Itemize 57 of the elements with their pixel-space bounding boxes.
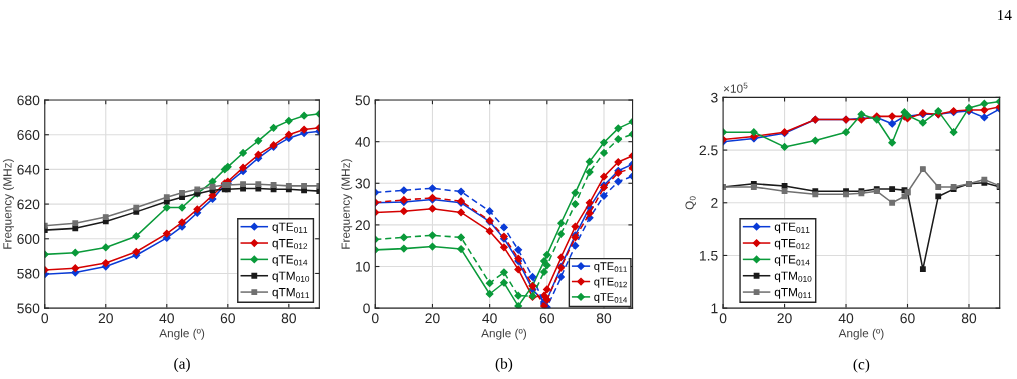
y-tick-label: 1 (711, 303, 718, 314)
x-tick-label: 0 (371, 313, 379, 324)
legend-label: qTM$_{010}$ (272, 271, 310, 283)
legend-label: qTE$_{011}$ (774, 222, 810, 234)
x-tick-label: 60 (539, 313, 554, 324)
x-tick-label: 20 (425, 313, 440, 324)
y-tick-label: 2.5 (699, 145, 718, 156)
x-tick-label: 40 (838, 313, 854, 324)
legend-label: qTE$_{012}$ (594, 277, 627, 288)
x-tick-label: 0 (719, 313, 727, 324)
text: (c) (853, 358, 870, 373)
y-tick-label: 30 (355, 178, 370, 189)
x-tick-label: 40 (482, 313, 497, 324)
y-tick-label: 0 (363, 303, 370, 314)
y-axis-title: Frequency (MHz) (341, 159, 353, 249)
y-tick-label: 580 (17, 268, 40, 279)
x-tick-label: 20 (777, 313, 792, 324)
x-tick-label: 80 (596, 313, 612, 324)
legend-label: qTE$_{012}$ (272, 239, 308, 250)
legend-label: qTM$_{011}$ (774, 288, 812, 299)
y-tick-label: 20 (355, 220, 370, 231)
legend-label: qTE$_{014}$ (594, 293, 628, 304)
y-tick-label: 50 (355, 95, 370, 106)
text: (b) (495, 358, 513, 372)
x-axis-title: Angle (º) (838, 328, 884, 340)
legend-label: qTE$_{012}$ (774, 239, 810, 250)
x-tick-label: 20 (98, 313, 113, 324)
y-tick-label: 2 (711, 198, 718, 208)
y-tick-label: 3 (711, 92, 718, 103)
y-tick-label: 680 (17, 95, 40, 106)
x-tick-label: 80 (961, 313, 977, 324)
x-tick-label: 60 (220, 313, 235, 324)
y-tick-label: 620 (17, 199, 40, 210)
y-tick-label: 660 (17, 130, 40, 140)
y-tick-label: 640 (17, 164, 40, 175)
y-tick-label: 600 (17, 234, 40, 244)
legend-label: qTM$_{011}$ (272, 288, 310, 299)
x-tick-label: 80 (281, 313, 297, 324)
legend-label: qTE$_{011}$ (272, 222, 308, 234)
x-tick-label: 0 (41, 313, 49, 324)
x-tick-label: 60 (900, 313, 915, 324)
x-axis-title: Angle (º) (159, 328, 205, 340)
text: ×10$^{5}$ (723, 82, 748, 93)
x-tick-label: 40 (159, 313, 174, 324)
y-tick-label: 40 (355, 137, 370, 147)
y-tick-label: 10 (356, 261, 370, 272)
y-tick-label: 1.5 (699, 250, 718, 261)
legend-label: qTM$_{010}$ (774, 271, 812, 283)
x-axis-title: Angle (º) (481, 328, 527, 340)
legend-label: qTE$_{011}$ (594, 262, 627, 273)
legend-label: qTE$_{014}$ (774, 255, 810, 266)
legend-label: qTE$_{014}$ (272, 255, 308, 266)
text: (a) (174, 358, 190, 372)
y-axis-title: Q$_{0}$ (685, 196, 696, 210)
y-tick-label: 560 (17, 303, 40, 314)
y-axis-title: Frequency (MHz) (2, 159, 14, 249)
text: 14 (997, 9, 1012, 21)
